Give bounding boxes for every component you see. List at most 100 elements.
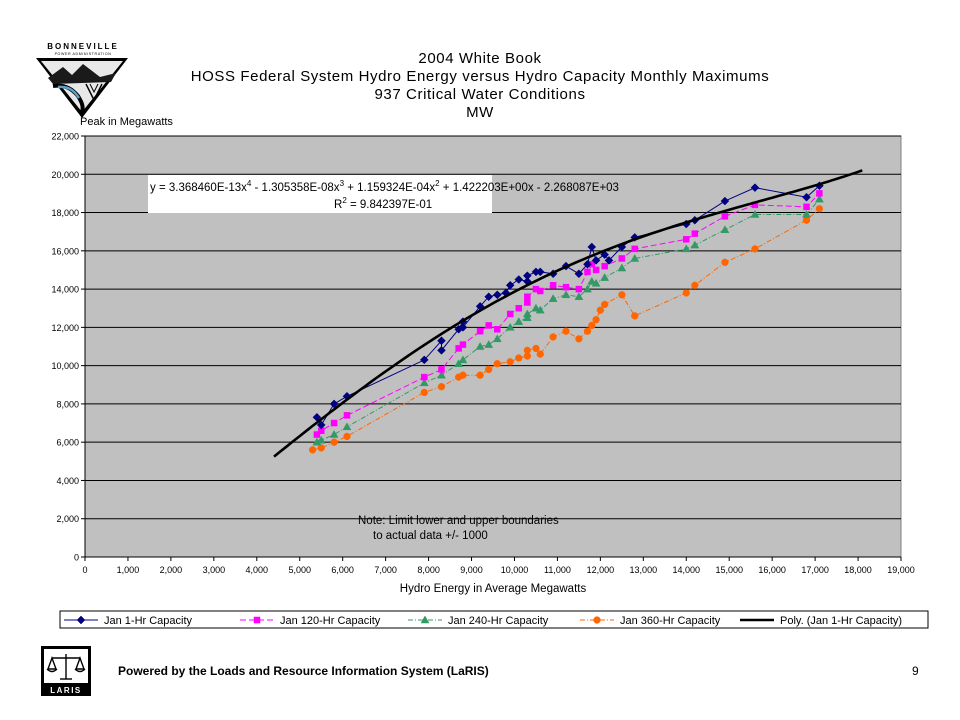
data-point xyxy=(575,335,583,343)
legend-entry-1: Jan 120-Hr Capacity xyxy=(240,615,381,627)
x-tick-label: 14,000 xyxy=(672,565,700,575)
data-point xyxy=(522,309,532,318)
data-point xyxy=(505,322,515,331)
y-tick-label: 6,000 xyxy=(56,438,79,448)
legend-label: Poly. (Jan 1-Hr Capacity) xyxy=(780,615,902,627)
x-tick-label: 18,000 xyxy=(844,565,872,575)
data-point xyxy=(816,190,823,197)
data-point xyxy=(549,282,557,289)
data-point xyxy=(308,446,317,454)
note-line2: to actual data +/- 1000 xyxy=(373,530,488,542)
data-point xyxy=(421,373,428,381)
x-tick-label: 3,000 xyxy=(203,565,226,575)
y-axis-label: Peak in Megawatts xyxy=(80,116,173,128)
data-point xyxy=(562,327,570,335)
legend-marker xyxy=(253,616,261,624)
data-point xyxy=(562,283,570,291)
data-point xyxy=(420,388,428,397)
x-axis-ticks: 0 1,000 2,000 3,000 4,000 5,000 6,000 7,000 8,00… xyxy=(82,556,915,575)
data-point xyxy=(815,205,824,213)
data-point xyxy=(506,358,514,366)
data-point xyxy=(535,305,545,314)
x-tick-label: 11,000 xyxy=(544,565,571,575)
data-point xyxy=(631,312,639,320)
data-point xyxy=(343,432,351,441)
data-point xyxy=(592,316,600,324)
equation-line2: R2 = 9.842397E-01 xyxy=(334,196,432,211)
data-point xyxy=(750,183,760,193)
data-point xyxy=(419,355,429,365)
data-point xyxy=(583,259,592,269)
y-tick-label: 2,000 xyxy=(56,514,79,524)
legend-entry-3: Jan 360-Hr Capacity xyxy=(580,615,721,627)
data-point xyxy=(720,196,730,206)
legend-marker xyxy=(76,615,86,625)
data-point xyxy=(587,276,597,285)
data-point xyxy=(437,383,446,391)
data-point xyxy=(583,284,592,293)
legend-label: Jan 240-Hr Capacity xyxy=(448,615,549,627)
data-point xyxy=(681,244,691,253)
data-point xyxy=(531,303,541,312)
x-tick-label: 8,000 xyxy=(417,565,440,575)
footer-text: Powered by the Loads and Resource Inform… xyxy=(118,664,489,678)
data-point xyxy=(313,431,321,438)
data-point xyxy=(601,262,608,270)
data-point xyxy=(316,435,326,444)
legend-label: Jan 120-Hr Capacity xyxy=(280,615,381,627)
data-point xyxy=(316,420,326,430)
data-point xyxy=(575,285,583,293)
data-point xyxy=(523,271,532,281)
data-point xyxy=(506,310,514,318)
legend-entry-4: Poly. (Jan 1-Hr Capacity) xyxy=(740,615,902,627)
data-point xyxy=(683,236,690,243)
y-tick-label: 18,000 xyxy=(51,208,79,218)
scales-icon xyxy=(46,654,86,680)
data-point xyxy=(330,419,338,427)
data-point xyxy=(458,323,468,332)
y-tick-label: 16,000 xyxy=(51,246,79,256)
data-point xyxy=(617,263,627,272)
data-point xyxy=(524,293,531,300)
data-point xyxy=(721,213,729,220)
data-point xyxy=(814,194,824,203)
legend-marker xyxy=(420,615,430,624)
data-point xyxy=(682,289,690,297)
data-point xyxy=(574,292,584,300)
data-point xyxy=(631,245,638,253)
data-point xyxy=(591,278,601,287)
series-layer xyxy=(273,169,863,458)
data-point xyxy=(493,360,501,368)
data-point xyxy=(492,334,502,343)
chart-title-line3: 937 Critical Water Conditions xyxy=(374,86,586,103)
data-point xyxy=(485,322,492,329)
data-point xyxy=(803,203,810,211)
x-tick-label: 1,000 xyxy=(117,565,140,575)
x-tick-label: 10,000 xyxy=(501,565,529,575)
series-line xyxy=(312,208,820,451)
data-point xyxy=(476,327,484,335)
x-axis-label: Hydro Energy in Average Megawatts xyxy=(400,583,587,595)
x-tick-label: 6,000 xyxy=(331,565,354,575)
data-point xyxy=(536,350,544,358)
data-point xyxy=(484,292,494,302)
data-point xyxy=(535,267,545,277)
data-point xyxy=(630,253,640,262)
data-point xyxy=(515,354,523,362)
x-tick-label: 16,000 xyxy=(758,565,786,575)
data-point xyxy=(690,240,700,249)
data-point xyxy=(523,346,532,354)
y-axis-ticks: 0 2,000 4,000 6,000 8,000 10,000 12,000 14,000 1… xyxy=(51,132,86,563)
data-point xyxy=(437,345,446,355)
data-point xyxy=(484,340,494,348)
data-point xyxy=(514,275,524,284)
chart-title-line4: MW xyxy=(466,104,494,121)
bpa-logo: BONNEVILLE POWER ADMINISTRATION xyxy=(36,42,128,118)
legend-label: Jan 1-Hr Capacity xyxy=(104,615,193,627)
data-point xyxy=(618,255,626,262)
x-tick-label: 19,000 xyxy=(887,565,915,575)
data-point xyxy=(574,269,584,279)
data-point xyxy=(588,321,596,330)
y-tick-label: 12,000 xyxy=(51,323,79,333)
